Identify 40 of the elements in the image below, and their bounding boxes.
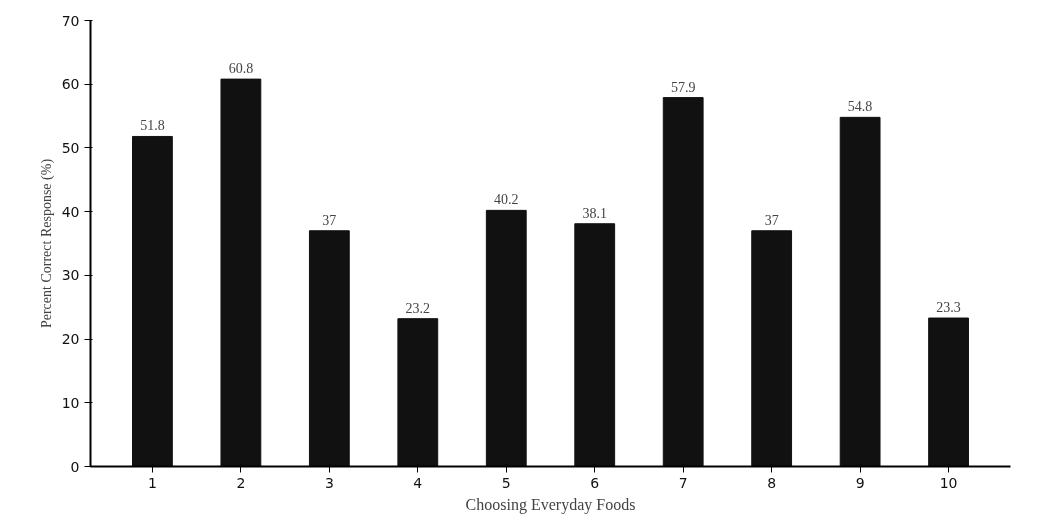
- data-label: 60.8: [228, 61, 254, 77]
- x-tick-label: 10: [939, 474, 958, 491]
- y-tick-label: 30: [61, 267, 80, 284]
- bar: [839, 116, 881, 467]
- x-tick-label: 7: [678, 474, 688, 491]
- data-label: 37: [322, 212, 337, 228]
- x-tick-label: 4: [413, 474, 423, 491]
- data-label: 37: [764, 212, 779, 228]
- data-label: 23.2: [405, 300, 431, 316]
- bar: [751, 230, 793, 467]
- x-axis-title: Choosing Everyday Foods: [465, 495, 636, 514]
- bar: [220, 78, 262, 467]
- bar: [397, 318, 439, 467]
- data-label: 38.1: [582, 205, 607, 221]
- y-tick-label: 50: [61, 139, 80, 156]
- x-tick-label: 5: [501, 474, 511, 491]
- data-label: 23.3: [936, 300, 961, 316]
- x-tick-label: 8: [767, 474, 777, 491]
- y-tick-label: 0: [70, 458, 80, 475]
- data-label: 51.8: [140, 118, 165, 134]
- data-label: 57.9: [670, 79, 696, 95]
- x-tick-label: 3: [324, 474, 334, 491]
- y-tick-label: 70: [61, 12, 80, 29]
- bar: [132, 135, 173, 467]
- data-label: 54.8: [847, 99, 873, 115]
- bar: [308, 230, 350, 467]
- bar: [485, 209, 527, 467]
- y-axis-title: Percent Correct Response (%): [38, 158, 55, 329]
- y-tick-label: 60: [61, 76, 80, 93]
- y-tick-label: 10: [61, 394, 80, 411]
- x-tick-label: 9: [855, 474, 865, 491]
- bar: [574, 223, 616, 467]
- x-tick-label: 6: [590, 474, 600, 491]
- x-tick-label: 1: [147, 474, 157, 491]
- x-tick-label: 2: [236, 474, 246, 491]
- bar: [662, 97, 704, 467]
- y-tick-label: 40: [61, 203, 80, 220]
- bar: [928, 317, 969, 467]
- y-tick-label: 20: [61, 331, 80, 348]
- data-label: 40.2: [494, 192, 519, 208]
